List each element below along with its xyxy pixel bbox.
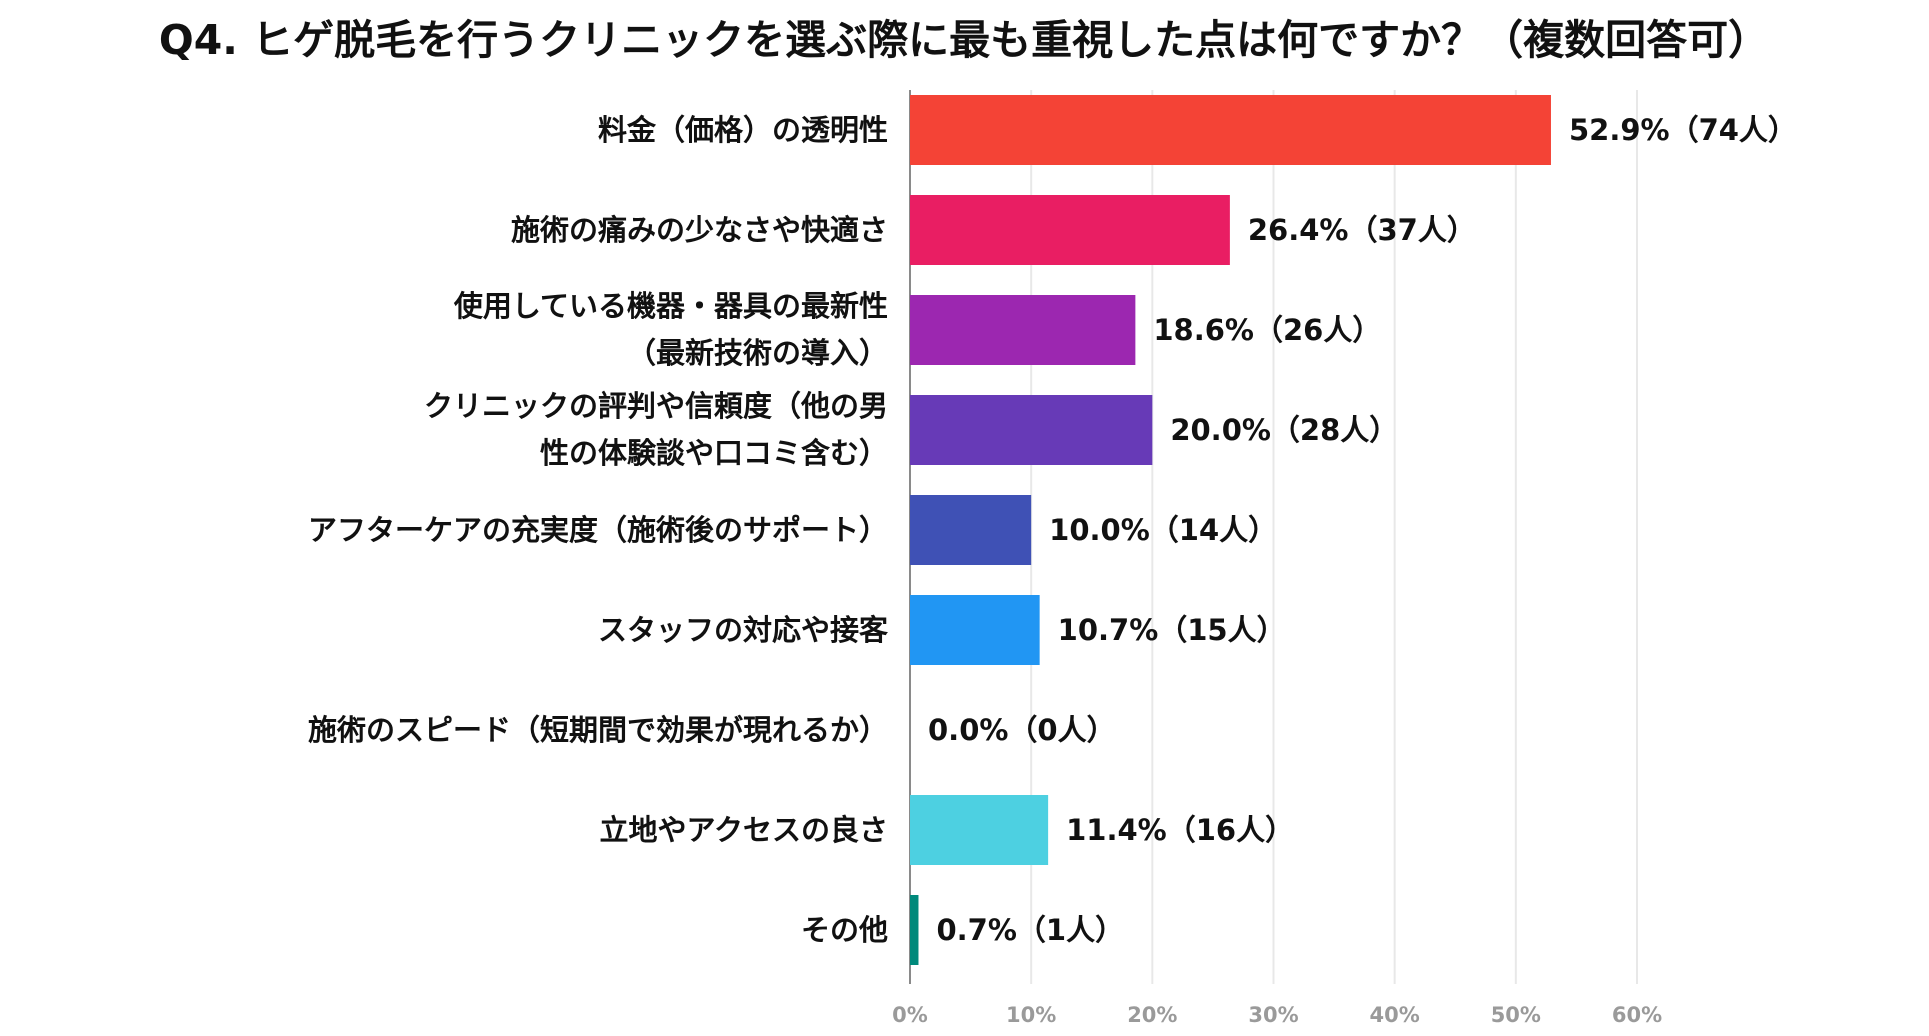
data-label: 20.0%（28人） bbox=[1170, 413, 1398, 447]
ticks-layer: 0% 10% 20% 30% 40% 50% 60% bbox=[892, 1003, 1662, 1027]
bar bbox=[910, 195, 1230, 265]
category-label: （最新技術の導入） bbox=[627, 336, 888, 370]
x-tick-label: 30% bbox=[1248, 1003, 1298, 1027]
category-label: その他 bbox=[801, 913, 888, 947]
data-label: 10.0%（14人） bbox=[1049, 513, 1277, 547]
category-label: スタッフの対応や接客 bbox=[598, 613, 889, 647]
data-label: 11.4%（16人） bbox=[1066, 813, 1294, 847]
category-label: 料金（価格）の透明性 bbox=[598, 113, 888, 147]
x-tick-label: 10% bbox=[1006, 1003, 1056, 1027]
x-tick-label: 20% bbox=[1127, 1003, 1177, 1027]
chart-title: Q4. ヒゲ脱毛を行うクリニックを選ぶ際に最も重視した点は何ですか？（複数回答可… bbox=[159, 16, 1769, 64]
x-tick-label: 60% bbox=[1612, 1003, 1662, 1027]
data-label: 0.0%（0人） bbox=[928, 713, 1116, 747]
bar bbox=[910, 495, 1032, 565]
bar bbox=[910, 595, 1040, 665]
bar bbox=[910, 95, 1551, 165]
category-label: 立地やアクセスの良さ bbox=[599, 813, 888, 847]
bar bbox=[910, 395, 1153, 465]
category-label: クリニックの評判や信頼度（他の男 bbox=[424, 389, 888, 423]
data-label: 52.9%（74人） bbox=[1569, 113, 1797, 147]
x-tick-label: 0% bbox=[892, 1003, 928, 1027]
bars-layer bbox=[910, 95, 1551, 965]
data-label: 26.4%（37人） bbox=[1248, 213, 1476, 247]
category-label: 施術の痛みの少なさや快適さ bbox=[511, 213, 888, 247]
data-label: 0.7%（1人） bbox=[936, 913, 1124, 947]
data-label: 18.6%（26人） bbox=[1153, 313, 1381, 347]
bar bbox=[910, 795, 1049, 865]
data-label: 10.7%（15人） bbox=[1058, 613, 1286, 647]
category-label: 使用している機器・器具の最新性 bbox=[453, 289, 888, 323]
category-label: アフターケアの充実度（施術後のサポート） bbox=[308, 513, 888, 547]
x-tick-label: 40% bbox=[1370, 1003, 1420, 1027]
bar bbox=[910, 895, 919, 965]
bar bbox=[910, 295, 1136, 365]
x-tick-label: 50% bbox=[1491, 1003, 1541, 1027]
category-label: 性の体験談や口コミ含む） bbox=[540, 436, 888, 470]
category-label: 施術のスピード（短期間で効果が現れるか） bbox=[308, 713, 888, 747]
labels-layer: 料金（価格）の透明性 52.9%（74人） 施術の痛みの少なさや快適さ 26.4%（3… bbox=[308, 113, 1797, 947]
